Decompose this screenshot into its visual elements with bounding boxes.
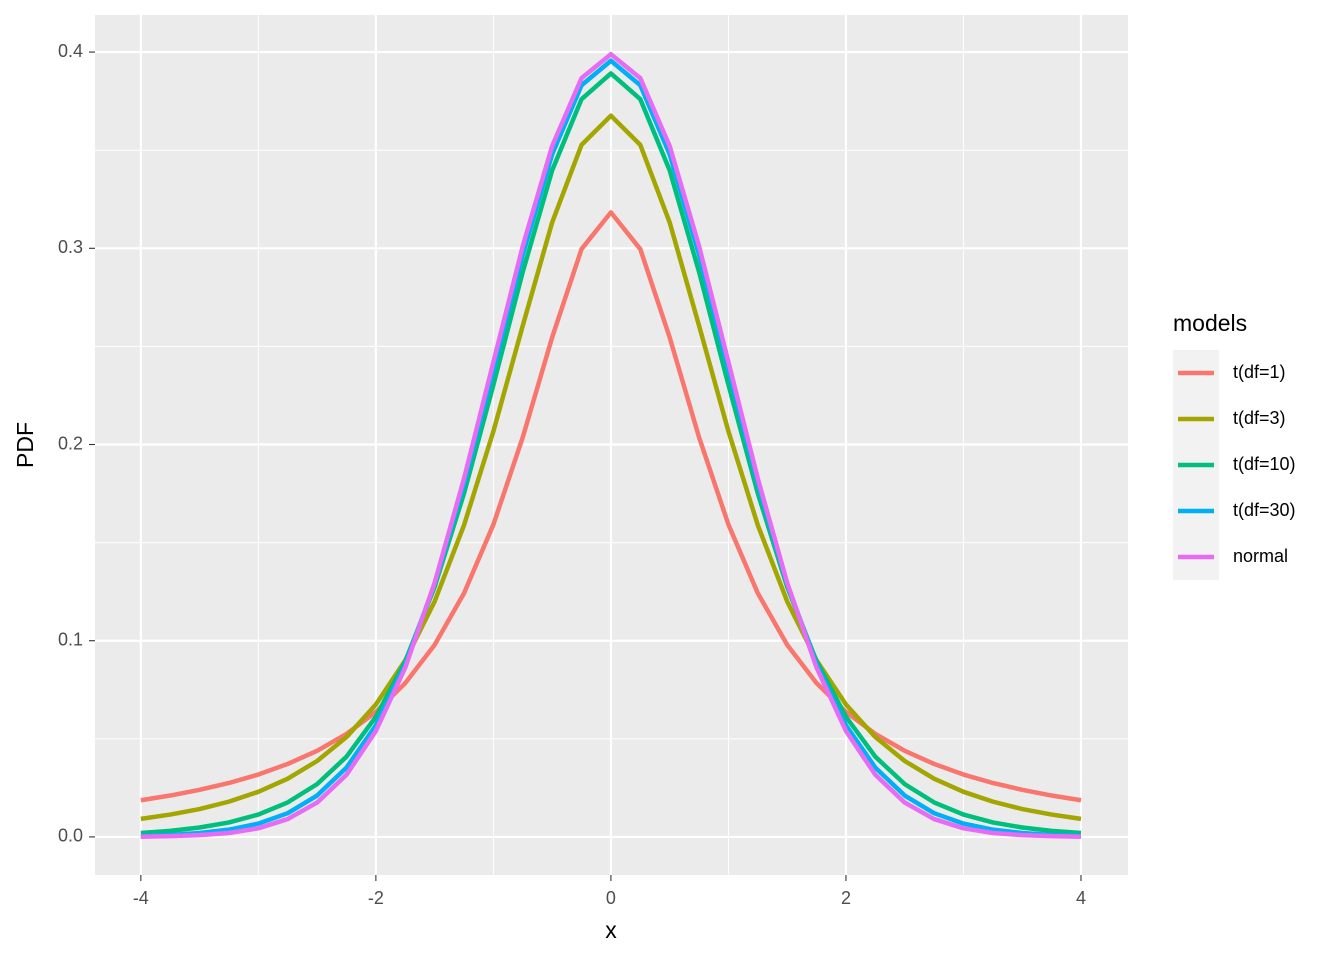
legend-label: t(df=1)	[1233, 362, 1286, 382]
series-line	[140, 58, 1082, 839]
y-tick-label: 0.3	[58, 237, 83, 257]
x-tick-label: -2	[368, 888, 384, 908]
series-line	[140, 71, 1082, 836]
legend-label: t(df=30)	[1233, 500, 1296, 520]
y-tick-label: 0.0	[58, 826, 83, 846]
x-tick-label: -4	[133, 888, 149, 908]
legend-label: t(df=3)	[1233, 408, 1286, 428]
series-line	[140, 210, 1082, 803]
x-tick-label: 4	[1076, 888, 1086, 908]
series-line	[140, 113, 1082, 822]
legend: models t(df=1) t(df=3) t(df=10) t(df=30) nor…	[1173, 310, 1296, 580]
legend-title: models	[1173, 310, 1247, 336]
y-tick-label: 0.2	[58, 433, 83, 453]
y-axis-title: PDF	[12, 422, 38, 468]
axes: -4 -2 0 2 4 0.0 0.1 0.2 0.3 0.4	[58, 41, 1086, 908]
y-tick-label: 0.4	[58, 41, 83, 61]
lines	[140, 51, 1082, 839]
x-tick-label: 0	[606, 888, 616, 908]
legend-label: t(df=10)	[1233, 454, 1296, 474]
x-tick-label: 2	[841, 888, 851, 908]
x-axis-title: x	[605, 917, 617, 943]
y-tick-label: 0.1	[58, 629, 83, 649]
legend-label: normal	[1233, 546, 1288, 566]
series-line	[140, 51, 1082, 839]
